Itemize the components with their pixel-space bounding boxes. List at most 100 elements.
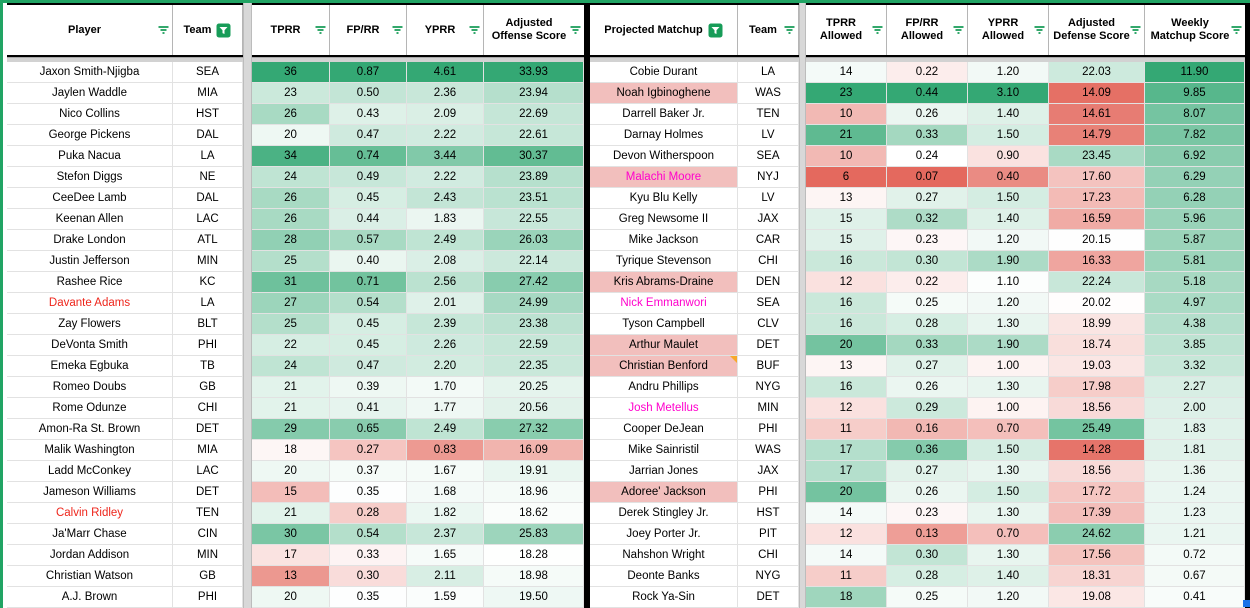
cell-player[interactable]: Romeo Doubs — [7, 377, 173, 398]
cell-fprr-allowed[interactable]: 0.26 — [887, 104, 968, 125]
cell-tprr-allowed[interactable]: 17 — [806, 440, 887, 461]
cell-yprr-allowed[interactable]: 1.90 — [968, 335, 1049, 356]
cell-yprr-allowed[interactable]: 1.50 — [968, 125, 1049, 146]
filter-icon[interactable] — [952, 25, 965, 36]
cell-team[interactable]: CHI — [738, 251, 799, 272]
cell-adjusted-defense-score[interactable]: 19.03 — [1049, 356, 1145, 377]
cell-yprr-allowed[interactable]: 1.20 — [968, 587, 1049, 608]
cell-team[interactable]: LV — [738, 125, 799, 146]
cell-yprr[interactable]: 2.08 — [407, 251, 484, 272]
cell-projected-matchup[interactable]: Deonte Banks — [590, 566, 738, 587]
cell-fprr[interactable]: 0.54 — [330, 524, 407, 545]
header-fprr[interactable]: FP/RR — [330, 5, 407, 55]
cell-yprr[interactable]: 1.70 — [407, 377, 484, 398]
active-filter-icon[interactable] — [216, 23, 231, 38]
cell-tprr-allowed[interactable]: 15 — [806, 230, 887, 251]
cell-projected-matchup[interactable]: Mike Sainristil — [590, 440, 738, 461]
cell-fprr[interactable]: 0.35 — [330, 482, 407, 503]
filter-icon[interactable] — [569, 25, 582, 36]
cell-fprr[interactable]: 0.74 — [330, 146, 407, 167]
cell-adjusted-defense-score[interactable]: 20.15 — [1049, 230, 1145, 251]
cell-yprr[interactable]: 2.56 — [407, 272, 484, 293]
cell-player[interactable]: Ladd McConkey — [7, 461, 173, 482]
filter-icon[interactable] — [871, 25, 884, 36]
cell-fprr[interactable]: 0.49 — [330, 167, 407, 188]
cell-fprr[interactable]: 0.44 — [330, 209, 407, 230]
cell-adjusted-defense-score[interactable]: 17.23 — [1049, 188, 1145, 209]
cell-projected-matchup[interactable]: Noah Igbinoghene — [590, 83, 738, 104]
cell-yprr[interactable]: 2.09 — [407, 104, 484, 125]
cell-fprr[interactable]: 0.45 — [330, 314, 407, 335]
cell-yprr[interactable]: 2.36 — [407, 83, 484, 104]
cell-player[interactable]: Justin Jefferson — [7, 251, 173, 272]
cell-weekly-matchup-score[interactable]: 5.87 — [1145, 230, 1245, 251]
cell-adjusted-defense-score[interactable]: 14.61 — [1049, 104, 1145, 125]
cell-team[interactable]: MIN — [738, 398, 799, 419]
cell-adjusted-defense-score[interactable]: 14.09 — [1049, 83, 1145, 104]
cell-player[interactable]: Calvin Ridley — [7, 503, 173, 524]
cell-fprr[interactable]: 0.43 — [330, 104, 407, 125]
cell-projected-matchup[interactable]: Kyu Blu Kelly — [590, 188, 738, 209]
cell-team[interactable]: PHI — [173, 587, 243, 608]
cell-weekly-matchup-score[interactable]: 9.85 — [1145, 83, 1245, 104]
cell-fprr-allowed[interactable]: 0.32 — [887, 209, 968, 230]
cell-fprr-allowed[interactable]: 0.07 — [887, 167, 968, 188]
cell-projected-matchup[interactable]: Tyson Campbell — [590, 314, 738, 335]
cell-player[interactable]: Jaxon Smith-Njigba — [7, 62, 173, 83]
cell-tprr-allowed[interactable]: 16 — [806, 377, 887, 398]
header-fprr-allowed[interactable]: FP/RR Allowed — [887, 5, 968, 55]
cell-fprr[interactable]: 0.57 — [330, 230, 407, 251]
cell-yprr-allowed[interactable]: 1.50 — [968, 440, 1049, 461]
cell-team[interactable]: PIT — [738, 524, 799, 545]
cell-fprr-allowed[interactable]: 0.30 — [887, 251, 968, 272]
cell-team[interactable]: HST — [173, 104, 243, 125]
cell-projected-matchup[interactable]: Darrell Baker Jr. — [590, 104, 738, 125]
cell-weekly-matchup-score[interactable]: 4.97 — [1145, 293, 1245, 314]
cell-projected-matchup[interactable]: Malachi Moore — [590, 167, 738, 188]
cell-team[interactable]: TEN — [738, 104, 799, 125]
cell-adjusted-defense-score[interactable]: 22.24 — [1049, 272, 1145, 293]
cell-weekly-matchup-score[interactable]: 0.41 — [1145, 587, 1245, 608]
cell-fprr-allowed[interactable]: 0.25 — [887, 587, 968, 608]
cell-tprr[interactable]: 21 — [252, 503, 330, 524]
cell-adjusted-defense-score[interactable]: 16.33 — [1049, 251, 1145, 272]
cell-yprr[interactable]: 1.68 — [407, 482, 484, 503]
cell-team[interactable]: DET — [738, 587, 799, 608]
cell-projected-matchup[interactable]: Adoree' Jackson — [590, 482, 738, 503]
cell-yprr[interactable]: 2.43 — [407, 188, 484, 209]
cell-adjusted-offense-score[interactable]: 23.38 — [484, 314, 584, 335]
cell-adjusted-defense-score[interactable]: 17.72 — [1049, 482, 1145, 503]
cell-team[interactable]: DET — [173, 419, 243, 440]
cell-projected-matchup[interactable]: Mike Jackson — [590, 230, 738, 251]
cell-player[interactable]: Stefon Diggs — [7, 167, 173, 188]
cell-team[interactable]: CAR — [738, 230, 799, 251]
cell-yprr[interactable]: 2.22 — [407, 167, 484, 188]
cell-adjusted-defense-score[interactable]: 17.98 — [1049, 377, 1145, 398]
cell-fprr[interactable]: 0.30 — [330, 566, 407, 587]
cell-team[interactable]: SEA — [738, 146, 799, 167]
cell-team[interactable]: MIA — [173, 83, 243, 104]
cell-tprr[interactable]: 18 — [252, 440, 330, 461]
header-projected-matchup[interactable]: Projected Matchup — [590, 5, 738, 55]
cell-team[interactable]: HST — [738, 503, 799, 524]
cell-team[interactable]: NYG — [738, 566, 799, 587]
cell-team[interactable]: LAC — [173, 461, 243, 482]
cell-fprr-allowed[interactable]: 0.22 — [887, 62, 968, 83]
cell-fprr[interactable]: 0.40 — [330, 251, 407, 272]
cell-weekly-matchup-score[interactable]: 2.00 — [1145, 398, 1245, 419]
cell-team[interactable]: MIN — [173, 545, 243, 566]
cell-yprr-allowed[interactable]: 1.30 — [968, 377, 1049, 398]
cell-tprr[interactable]: 36 — [252, 62, 330, 83]
filter-icon[interactable] — [1033, 25, 1046, 36]
cell-projected-matchup[interactable]: Arthur Maulet — [590, 335, 738, 356]
cell-adjusted-defense-score[interactable]: 18.74 — [1049, 335, 1145, 356]
cell-fprr[interactable]: 0.65 — [330, 419, 407, 440]
cell-team[interactable]: DAL — [173, 188, 243, 209]
cell-yprr[interactable]: 2.26 — [407, 335, 484, 356]
cell-team[interactable]: MIA — [173, 440, 243, 461]
cell-team[interactable]: GB — [173, 377, 243, 398]
cell-team[interactable]: CLV — [738, 314, 799, 335]
cell-adjusted-defense-score[interactable]: 14.79 — [1049, 125, 1145, 146]
cell-adjusted-offense-score[interactable]: 20.56 — [484, 398, 584, 419]
cell-weekly-matchup-score[interactable]: 4.38 — [1145, 314, 1245, 335]
